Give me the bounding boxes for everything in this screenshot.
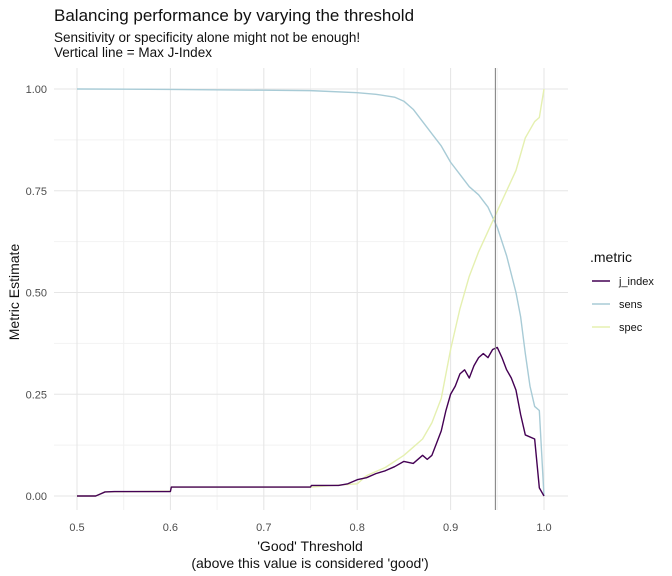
x-axis-subtitle: (above this value is considered 'good') — [191, 555, 428, 571]
chart-subtitle: Sensitivity or specificity alone might n… — [54, 30, 360, 60]
x-tick-label: 0.6 — [163, 522, 178, 534]
x-tick-label: 1.0 — [536, 522, 551, 534]
subtitle-line-1: Sensitivity or specificity alone might n… — [54, 30, 361, 45]
y-tick-label: 0.00 — [26, 491, 47, 503]
x-tick-label: 0.5 — [69, 522, 84, 534]
chart-title: Balancing performance by varying the thr… — [54, 6, 415, 25]
subtitle-line-2: Vertical line = Max J-Index — [54, 45, 212, 60]
y-tick-label: 0.50 — [26, 288, 47, 300]
gridlines — [54, 68, 568, 510]
x-axis-title: 'Good' Threshold — [257, 538, 363, 554]
legend-label-sens: sens — [619, 299, 643, 311]
series-lines — [76, 88, 545, 497]
series-line-sens — [76, 88, 545, 497]
y-tick-label: 0.75 — [26, 186, 47, 198]
axis-ticks: 0.5 0.6 0.7 0.8 0.9 1.0 0.00 0.25 0.50 0.75 1.00 — [26, 84, 552, 534]
y-tick-label: 0.25 — [26, 389, 47, 401]
series-line-j-index — [77, 346, 545, 497]
y-tick-label: 1.00 — [26, 84, 47, 96]
y-axis-title: Metric Estimate — [6, 244, 22, 341]
x-tick-label: 0.7 — [256, 522, 271, 534]
legend-label-spec: spec — [619, 322, 643, 334]
x-tick-label: 0.9 — [443, 522, 458, 534]
x-tick-label: 0.8 — [350, 522, 365, 534]
legend-title: .metric — [590, 249, 632, 265]
legend-label-j-index: j_index — [618, 276, 654, 288]
